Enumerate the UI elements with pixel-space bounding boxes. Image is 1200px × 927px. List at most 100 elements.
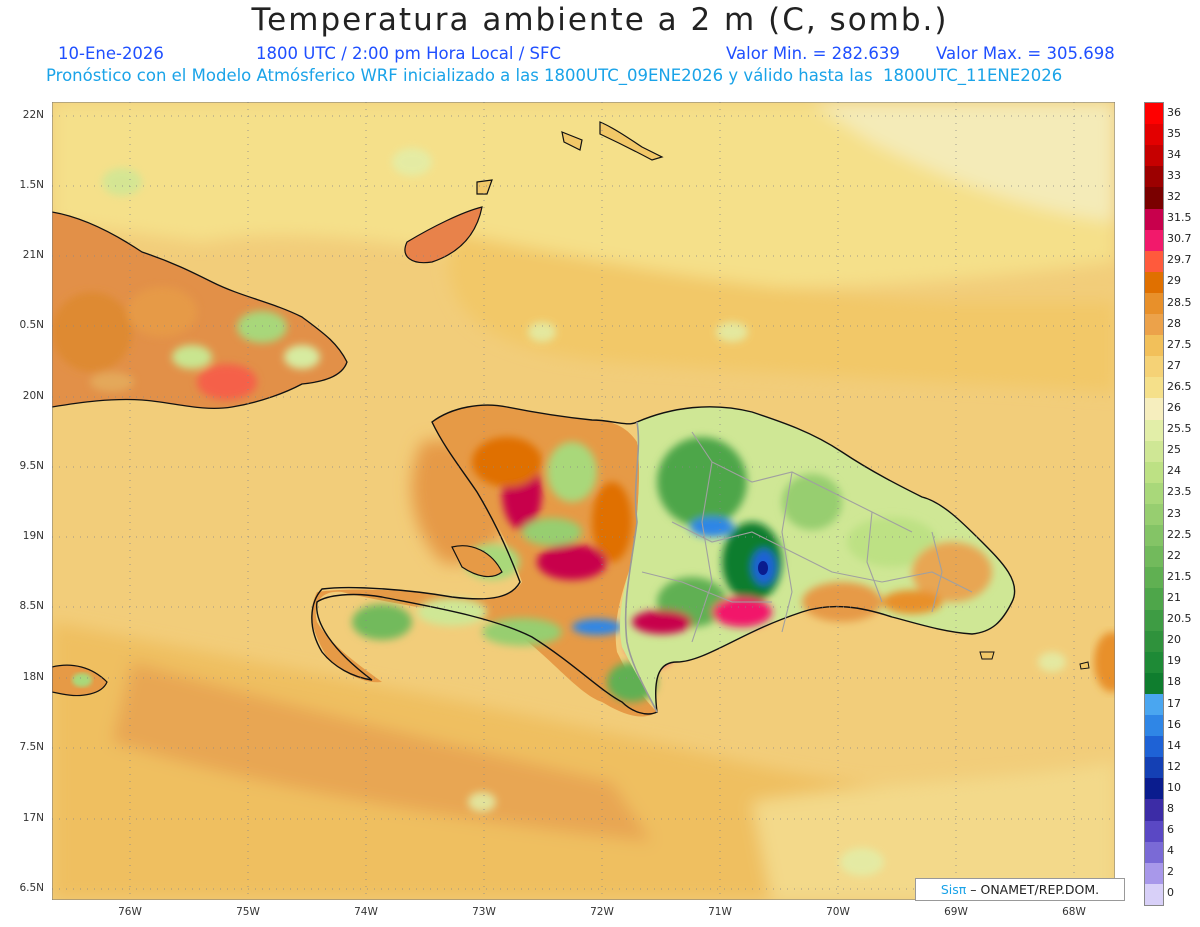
- colorbar-label: 6: [1167, 823, 1174, 837]
- colorbar-swatch: [1145, 208, 1163, 231]
- colorbar-swatch: [1145, 482, 1163, 505]
- lat-label: 18N: [22, 671, 44, 683]
- colorbar-label: 8: [1167, 802, 1174, 816]
- cuba-east: [52, 211, 348, 410]
- colorbar-swatch: [1145, 609, 1163, 632]
- colorbar-label: 28: [1167, 316, 1181, 330]
- colorbar-swatch: [1145, 335, 1163, 357]
- colorbar-swatch: [1145, 883, 1163, 906]
- ocean-cool-cells: [102, 148, 1066, 876]
- colorbar-label: 25.5: [1167, 422, 1192, 436]
- colorbar-label: 29.7: [1167, 253, 1192, 267]
- credit-box: Sisπ – ONAMET/REP.DOM.: [915, 878, 1125, 901]
- colorbar-swatch: [1145, 588, 1163, 610]
- max-value: Valor Max. = 305.698: [936, 44, 1115, 63]
- colorbar-swatch: [1145, 630, 1163, 653]
- colorbar-label: 26: [1167, 401, 1181, 415]
- colorbar-label: 22: [1167, 548, 1181, 562]
- colorbar-swatch: [1145, 841, 1163, 864]
- colorbar-label: 20: [1167, 633, 1181, 647]
- colorbar-label: 16: [1167, 717, 1181, 731]
- sispi-logo: Sisπ: [940, 882, 967, 897]
- colorbar-swatch: [1145, 525, 1163, 547]
- colorbar-label: 20.5: [1167, 612, 1192, 626]
- colorbar-label: 22.5: [1167, 527, 1192, 541]
- lat-label: 19N: [22, 530, 44, 542]
- lon-label: 75W: [236, 906, 260, 918]
- lat-label: 6.5N: [19, 882, 44, 894]
- colorbar-label: 21.5: [1167, 569, 1192, 583]
- colorbar-swatch: [1145, 103, 1163, 125]
- colorbar-swatch: [1145, 546, 1163, 568]
- colorbar-label: 36: [1167, 105, 1181, 119]
- colorbar-swatch: [1145, 419, 1163, 442]
- temperature-map: [52, 102, 1115, 900]
- colorbar-label: 21: [1167, 590, 1181, 604]
- colorbar-swatch: [1145, 736, 1163, 758]
- colorbar-swatch: [1145, 757, 1163, 779]
- colorbar-label: 27.5: [1167, 337, 1192, 351]
- colorbar-swatch: [1145, 271, 1163, 294]
- colorbar-swatch: [1145, 229, 1163, 252]
- colorbar-swatch: [1145, 461, 1163, 484]
- colorbar-label: 34: [1167, 147, 1181, 161]
- graticule: [52, 102, 1115, 900]
- northeast-ocean-cool: [812, 102, 1115, 222]
- colorbar-swatch: [1145, 166, 1163, 188]
- colorbar-label: 24: [1167, 464, 1181, 478]
- forecast-date: 10-Ene-2026: [58, 44, 164, 63]
- lon-label: 70W: [826, 906, 850, 918]
- model-subtitle: Pronóstico con el Modelo Atmósferico WRF…: [46, 66, 1063, 85]
- colorbar-label: 0: [1167, 886, 1174, 900]
- lat-label: 17N: [22, 812, 44, 824]
- colorbar-label: 26.5: [1167, 379, 1192, 393]
- colorbar-label: 23.5: [1167, 485, 1192, 499]
- puerto-rico-warm: [1094, 632, 1115, 692]
- mona-island: [1079, 661, 1090, 670]
- lat-label: 22N: [22, 109, 44, 121]
- min-value: Valor Min. = 282.639: [726, 44, 900, 63]
- lon-label: 74W: [354, 906, 378, 918]
- lat-label: 0.5N: [19, 319, 44, 331]
- lon-label: 73W: [472, 906, 496, 918]
- colorbar-swatch: [1145, 250, 1163, 273]
- lat-label: 9.5N: [19, 460, 44, 472]
- colorbar-swatch: [1145, 672, 1163, 695]
- colorbar-label: 23: [1167, 506, 1181, 520]
- colorbar-label: 28.5: [1167, 295, 1192, 309]
- colorbar-swatch: [1145, 292, 1163, 315]
- colorbar-label: 29: [1167, 274, 1181, 288]
- lon-label: 68W: [1062, 906, 1086, 918]
- colorbar-label: 10: [1167, 780, 1181, 794]
- northern-ocean-cool: [52, 102, 1115, 288]
- colorbar-label: 19: [1167, 654, 1181, 668]
- colorbar-label: 14: [1167, 738, 1181, 752]
- lat-label: 8.5N: [19, 600, 44, 612]
- lat-label: 7.5N: [19, 741, 44, 753]
- lon-label: 72W: [590, 906, 614, 918]
- colorbar-label: 30.7: [1167, 232, 1192, 246]
- colorbar-swatch: [1145, 377, 1163, 399]
- lon-label: 69W: [944, 906, 968, 918]
- forecast-time: 1800 UTC / 2:00 pm Hora Local / SFC: [256, 44, 562, 63]
- map-title: Temperatura ambiente a 2 m (C, somb.): [251, 2, 949, 38]
- colorbar-swatch: [1145, 145, 1163, 167]
- colorbar-swatch: [1145, 440, 1163, 463]
- lat-label: 21N: [22, 249, 44, 261]
- colorbar-label: 18: [1167, 675, 1181, 689]
- south-caribbean-band: [112, 662, 652, 842]
- colorbar-label: 25: [1167, 443, 1181, 457]
- colorbar-swatch: [1145, 314, 1163, 336]
- colorbar-swatch: [1145, 567, 1163, 589]
- temperature-colorbar: [1144, 102, 1164, 906]
- haiti-land: [311, 405, 677, 717]
- colorbar-swatch: [1145, 799, 1163, 822]
- colorbar-label: 17: [1167, 696, 1181, 710]
- dominican-republic-land: [620, 406, 1015, 712]
- credit-text: – ONAMET/REP.DOM.: [966, 882, 1100, 897]
- colorbar-swatch: [1145, 693, 1163, 716]
- saona-island: [979, 651, 995, 660]
- colorbar-swatch: [1145, 862, 1163, 885]
- lat-label: 20N: [22, 390, 44, 402]
- gonave-island: [451, 545, 503, 578]
